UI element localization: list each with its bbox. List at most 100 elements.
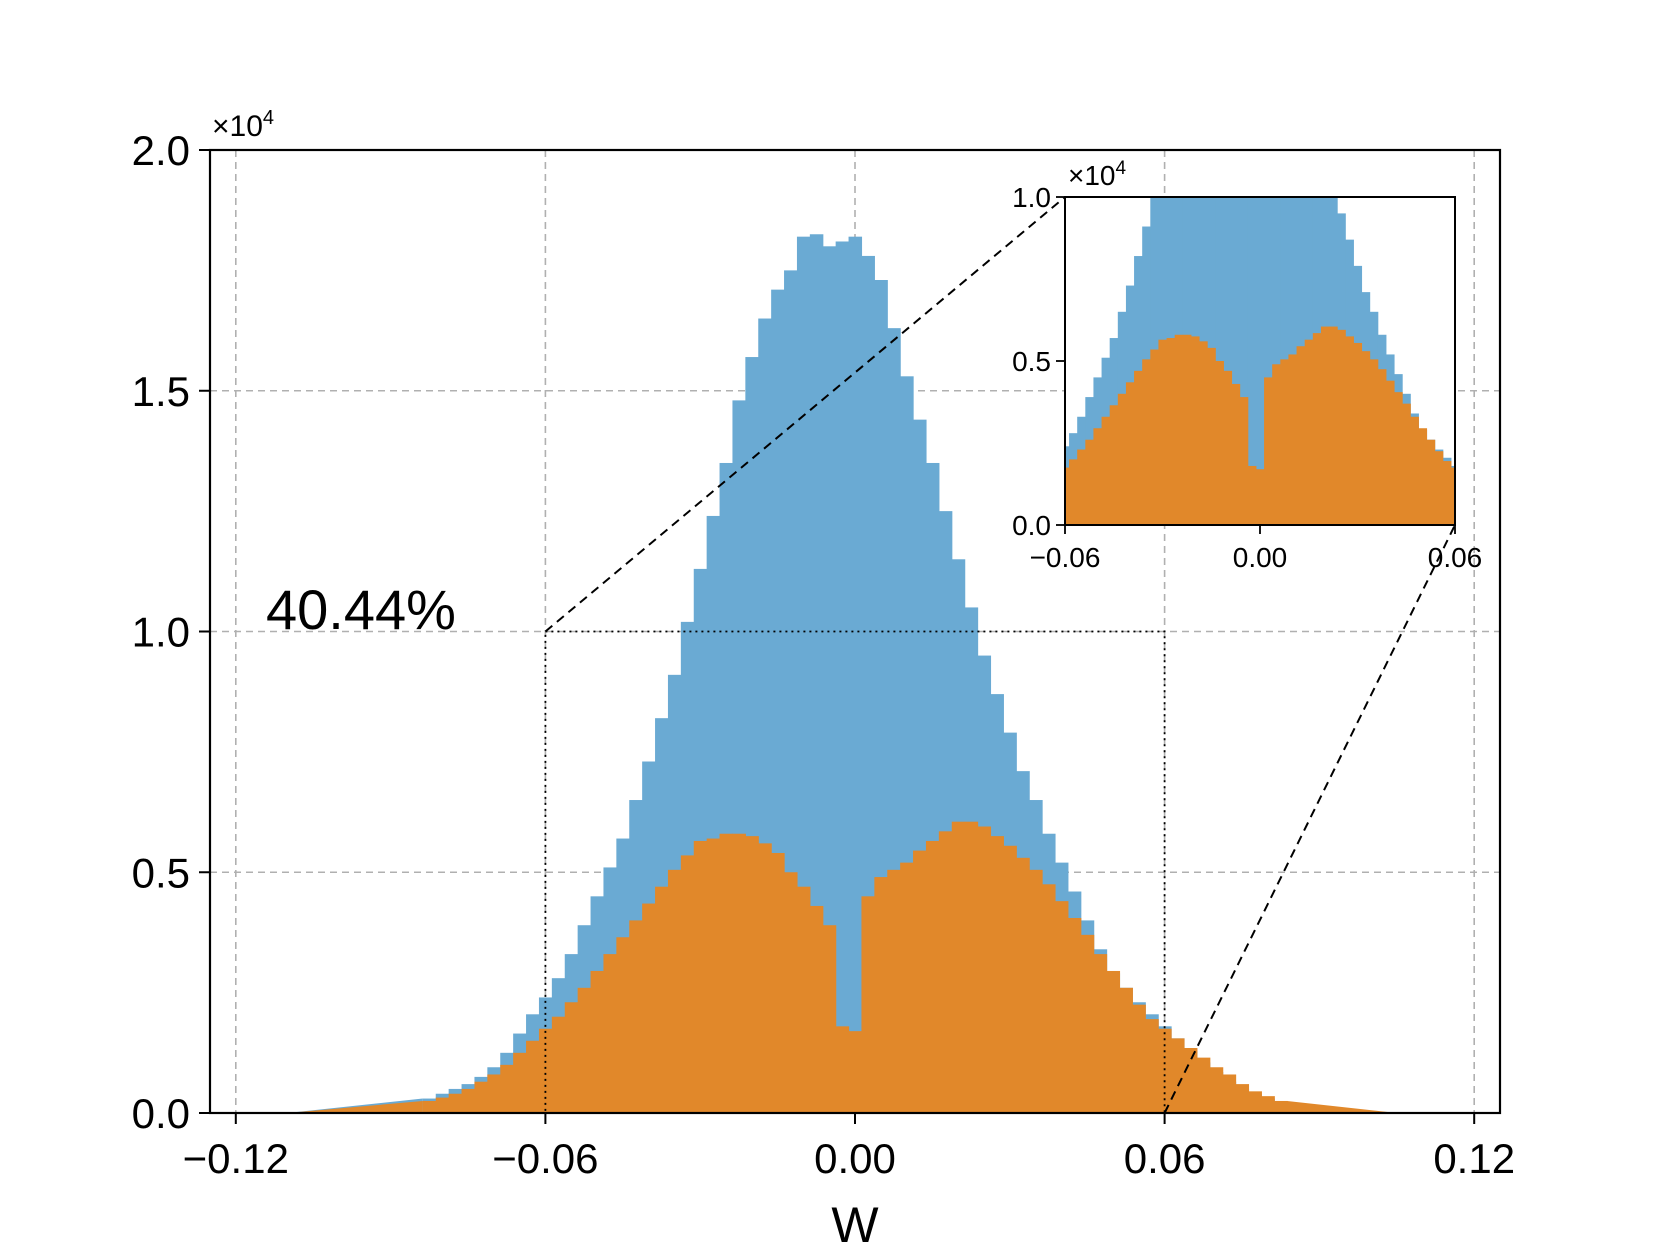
- inset-histogram-bar: [1353, 342, 1363, 525]
- inset-histogram-bar: [1150, 349, 1159, 525]
- inset-histogram-bar: [1231, 197, 1241, 525]
- inset-histogram-bar: [1231, 383, 1241, 525]
- histogram-bar: [564, 1002, 579, 1113]
- inset-histogram-bar: [1450, 467, 1456, 525]
- inset-x-tick-label: 0.06: [1428, 542, 1483, 573]
- inset-histogram-bar: [1125, 382, 1135, 525]
- histogram-bar: [435, 1097, 450, 1113]
- x-tick-label: 0.06: [1124, 1135, 1206, 1182]
- y-tick-label: 1.0: [132, 609, 190, 656]
- x-tick-label: −0.06: [492, 1135, 598, 1182]
- histogram-bar: [642, 903, 656, 1113]
- histogram-bar: [951, 821, 966, 1113]
- histogram-bar: [1196, 1057, 1211, 1113]
- inset-histogram-bar: [1329, 326, 1338, 525]
- histogram-bar: [422, 1100, 437, 1113]
- histogram-bar: [900, 862, 914, 1113]
- inset-histogram-bar: [1215, 361, 1224, 525]
- histogram-bar: [1003, 845, 1017, 1113]
- inset-histogram-bar: [1207, 347, 1216, 525]
- inset-histogram-bar: [1442, 461, 1452, 525]
- inset-histogram-bar: [1272, 197, 1281, 525]
- inset-histogram-bar: [1255, 469, 1265, 525]
- y-tick-label: 2.0: [132, 127, 190, 174]
- inset-y-scale-multiplier: ×104: [1068, 158, 1127, 191]
- inset-histogram-bar: [1402, 403, 1411, 525]
- zoom-connector-bottom: [1163, 524, 1456, 1114]
- inset-histogram-bar: [1166, 338, 1176, 525]
- histogram-bar: [551, 1016, 566, 1113]
- histogram-bar: [822, 246, 837, 1114]
- x-tick-label: 0.12: [1433, 1135, 1515, 1182]
- histogram-bar: [1029, 869, 1043, 1113]
- inset-histogram-bar: [1247, 465, 1257, 525]
- histogram-bar: [758, 843, 772, 1113]
- histogram-bar: [1042, 884, 1056, 1113]
- inset-histogram-bar: [1296, 346, 1306, 525]
- inset-histogram-bar: [1239, 197, 1249, 525]
- inset-histogram-bar: [1085, 439, 1094, 525]
- inset-histogram-bar: [1272, 364, 1281, 525]
- histogram-bar: [500, 1064, 514, 1113]
- histogram-bar: [1016, 857, 1030, 1113]
- histogram-bar: [1261, 1096, 1275, 1113]
- histogram-bar: [977, 826, 992, 1113]
- histogram-bar: [1183, 1047, 1198, 1113]
- inset-histogram-bar: [1418, 428, 1428, 525]
- histogram-bar: [861, 896, 875, 1113]
- histogram-bar: [667, 869, 682, 1113]
- inset-histogram-bar: [1280, 359, 1289, 525]
- inset-histogram-bar: [1264, 197, 1273, 525]
- histogram-bar: [1235, 1084, 1250, 1113]
- y-scale-multiplier: ×104: [212, 107, 274, 143]
- histogram-bar: [1274, 1100, 1288, 1113]
- y-scale-exponent: 4: [263, 107, 274, 129]
- histogram-bar: [1145, 1019, 1159, 1113]
- histogram-bar: [603, 954, 617, 1113]
- inset-ticks: −0.06 0.00 0.06 0.0 0.5 1.0: [1012, 182, 1482, 573]
- series-orange: [287, 821, 1397, 1113]
- histogram-bar: [771, 852, 785, 1113]
- main-ticks: −0.12 −0.06 0.00 0.06 0.12 0.0 0.5 1.0 1.5 2.0: [132, 127, 1515, 1182]
- histogram-bar: [1067, 917, 1082, 1113]
- inset-histogram-bar: [1142, 359, 1151, 525]
- inset-y-tick-label: 1.0: [1012, 182, 1051, 213]
- x-axis-label: W: [831, 1197, 879, 1245]
- inset-histogram-bar: [1223, 370, 1233, 525]
- histogram-bar: [822, 925, 837, 1113]
- inset-x-tick-label: −0.06: [1030, 542, 1101, 573]
- y-tick-label: 1.5: [132, 368, 190, 415]
- inset-histogram-bar: [1434, 451, 1444, 525]
- inset-histogram-bar: [1223, 197, 1233, 525]
- histogram-bar: [1080, 934, 1095, 1113]
- histogram-bar: [448, 1093, 463, 1113]
- inset-histogram-bar: [1109, 405, 1119, 525]
- histogram-bar: [680, 855, 695, 1113]
- inset-histogram-bar: [1337, 329, 1346, 525]
- inset-histogram-bar: [1377, 369, 1387, 525]
- inset-histogram-bar: [1361, 351, 1371, 525]
- inset-y-tick-label: 0.0: [1012, 510, 1051, 541]
- inset-histogram-bar: [1385, 380, 1395, 525]
- inset-histogram-bar: [1093, 428, 1103, 525]
- inset-histogram-bar: [1199, 341, 1208, 525]
- histogram-bar: [964, 821, 979, 1113]
- inset-histogram-bar: [1264, 377, 1273, 525]
- histogram-bar: [513, 1052, 527, 1113]
- histogram-bar: [1093, 954, 1108, 1113]
- histogram-tail: [287, 1100, 423, 1113]
- histogram-bar: [848, 1031, 863, 1113]
- inset-histogram-bar: [1345, 336, 1354, 525]
- histogram-bar: [1248, 1091, 1262, 1113]
- histogram-bar: [784, 872, 798, 1113]
- inset-x-tick-label: 0.00: [1233, 542, 1288, 573]
- inset-y-scale-base: ×10: [1068, 160, 1116, 191]
- histogram-bar: [719, 833, 734, 1113]
- inset-histogram-bar: [1158, 339, 1168, 525]
- inset-series-orange: [1065, 326, 1456, 525]
- inset-histogram-bar: [1369, 359, 1379, 525]
- inset-histogram-bar: [1069, 459, 1078, 525]
- inset-histogram-bar: [1117, 393, 1127, 525]
- inset-histogram-bar: [1077, 449, 1086, 525]
